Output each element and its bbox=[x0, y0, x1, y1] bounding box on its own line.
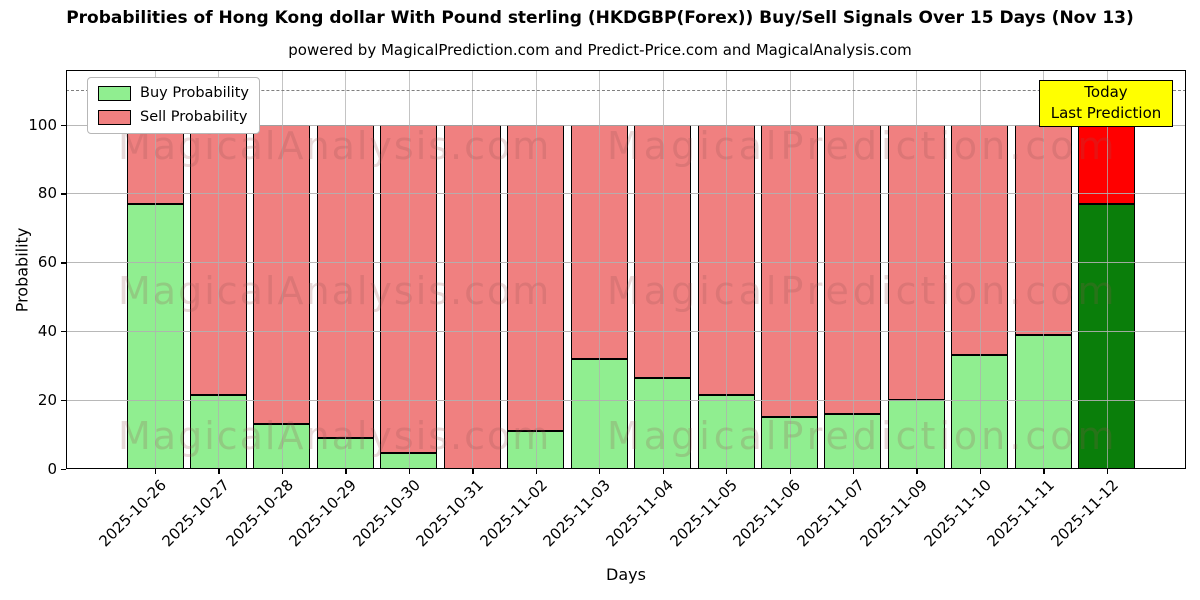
gridline-vertical bbox=[916, 70, 918, 469]
gridline-vertical bbox=[535, 70, 537, 469]
x-tick-mark bbox=[155, 469, 157, 474]
x-axis-label: Days bbox=[606, 565, 646, 584]
watermark-text: MagicalPrediction.com bbox=[607, 269, 1119, 313]
gridline-horizontal bbox=[66, 262, 1186, 264]
y-tick-label: 100 bbox=[28, 115, 57, 134]
x-tick-label: 2025-10-26 bbox=[95, 476, 170, 551]
plot-area: Buy Probability Sell Probability Today L… bbox=[28, 70, 1186, 550]
legend-entry-buy: Buy Probability bbox=[98, 85, 249, 102]
y-axis-label: Probability bbox=[12, 227, 32, 313]
x-tick-mark bbox=[916, 469, 918, 474]
x-tick-mark bbox=[789, 469, 791, 474]
gridline-vertical bbox=[789, 70, 791, 469]
y-tick-label: 60 bbox=[37, 253, 57, 272]
legend-swatch-sell bbox=[98, 110, 131, 125]
legend-entry-sell: Sell Probability bbox=[98, 109, 249, 126]
gridline-vertical bbox=[662, 70, 664, 469]
y-tick-mark bbox=[61, 193, 66, 195]
x-tick-label: 2025-11-11 bbox=[983, 476, 1059, 551]
watermark-text: MagicalPrediction.com bbox=[607, 414, 1119, 458]
chart-title: Probabilities of Hong Kong dollar With P… bbox=[66, 8, 1134, 28]
x-tick-label: 2025-11-06 bbox=[729, 476, 805, 551]
gridline-vertical bbox=[726, 70, 728, 469]
gridline-vertical bbox=[979, 70, 981, 469]
x-tick-mark bbox=[726, 469, 728, 474]
x-tick-label: 2025-10-31 bbox=[412, 476, 487, 551]
watermark-text: MagicalAnalysis.com bbox=[118, 269, 552, 313]
watermark-text: MagicalAnalysis.com bbox=[118, 414, 552, 458]
legend: Buy Probability Sell Probability bbox=[87, 77, 260, 134]
x-tick-label: 2025-10-27 bbox=[158, 476, 234, 551]
x-tick-mark bbox=[535, 469, 537, 474]
x-tick-mark bbox=[218, 469, 220, 474]
x-tick-mark bbox=[662, 469, 664, 474]
gridline-vertical bbox=[1106, 70, 1108, 469]
gridline-vertical bbox=[599, 70, 601, 469]
y-tick-label: 80 bbox=[37, 184, 57, 203]
chart-subtitle: powered by MagicalPrediction.com and Pre… bbox=[288, 41, 912, 59]
gridline-horizontal bbox=[66, 193, 1186, 195]
x-tick-label: 2025-10-30 bbox=[349, 476, 424, 551]
gridline-horizontal bbox=[66, 331, 1186, 333]
y-tick-mark bbox=[61, 400, 66, 402]
x-tick-label: 2025-11-10 bbox=[920, 476, 995, 551]
x-tick-mark bbox=[1106, 469, 1109, 474]
y-tick-label: 40 bbox=[37, 322, 57, 341]
x-tick-mark bbox=[979, 469, 982, 474]
gridline-vertical bbox=[281, 70, 283, 469]
gridline-vertical bbox=[852, 70, 854, 469]
x-tick-mark bbox=[1043, 469, 1045, 474]
gridline-horizontal bbox=[66, 124, 1186, 126]
y-tick-label: 20 bbox=[37, 391, 57, 410]
x-tick-mark bbox=[408, 469, 411, 474]
x-tick-label: 2025-11-12 bbox=[1047, 476, 1122, 551]
x-tick-label: 2025-10-28 bbox=[222, 476, 297, 551]
gridline-vertical bbox=[345, 70, 347, 469]
x-tick-label: 2025-11-04 bbox=[602, 476, 678, 551]
y-tick-label: 0 bbox=[47, 460, 57, 478]
dashed-threshold-line bbox=[66, 90, 1186, 92]
today-annotation-line2: Last Prediction bbox=[1050, 104, 1162, 122]
watermark-text: MagicalPrediction.com bbox=[607, 124, 1119, 168]
gridline-vertical bbox=[1043, 70, 1045, 469]
x-tick-mark bbox=[281, 469, 284, 474]
y-tick-mark bbox=[61, 469, 66, 471]
x-tick-label: 2025-10-29 bbox=[285, 476, 361, 551]
x-tick-mark bbox=[345, 469, 347, 474]
legend-label-sell: Sell Probability bbox=[140, 109, 248, 125]
gridline-vertical bbox=[218, 70, 220, 469]
x-tick-label: 2025-11-07 bbox=[793, 476, 868, 551]
x-tick-label: 2025-11-09 bbox=[856, 476, 932, 551]
x-tick-label: 2025-11-02 bbox=[476, 476, 551, 551]
y-tick-mark bbox=[61, 124, 66, 126]
gridline-horizontal bbox=[66, 400, 1186, 402]
x-tick-label: 2025-11-03 bbox=[539, 476, 614, 551]
legend-swatch-buy bbox=[98, 86, 131, 101]
x-tick-mark bbox=[852, 469, 855, 474]
x-tick-mark bbox=[472, 469, 474, 474]
gridline-vertical bbox=[408, 70, 410, 469]
y-tick-mark bbox=[61, 331, 66, 333]
x-tick-label: 2025-11-05 bbox=[666, 476, 741, 551]
y-tick-mark bbox=[61, 262, 66, 264]
today-annotation-line1: Today bbox=[1084, 83, 1128, 101]
gridline-vertical bbox=[155, 70, 156, 469]
x-tick-mark bbox=[599, 469, 601, 474]
gridline-vertical bbox=[472, 70, 474, 469]
today-annotation: Today Last Prediction bbox=[1039, 80, 1173, 127]
legend-label-buy: Buy Probability bbox=[140, 85, 249, 101]
